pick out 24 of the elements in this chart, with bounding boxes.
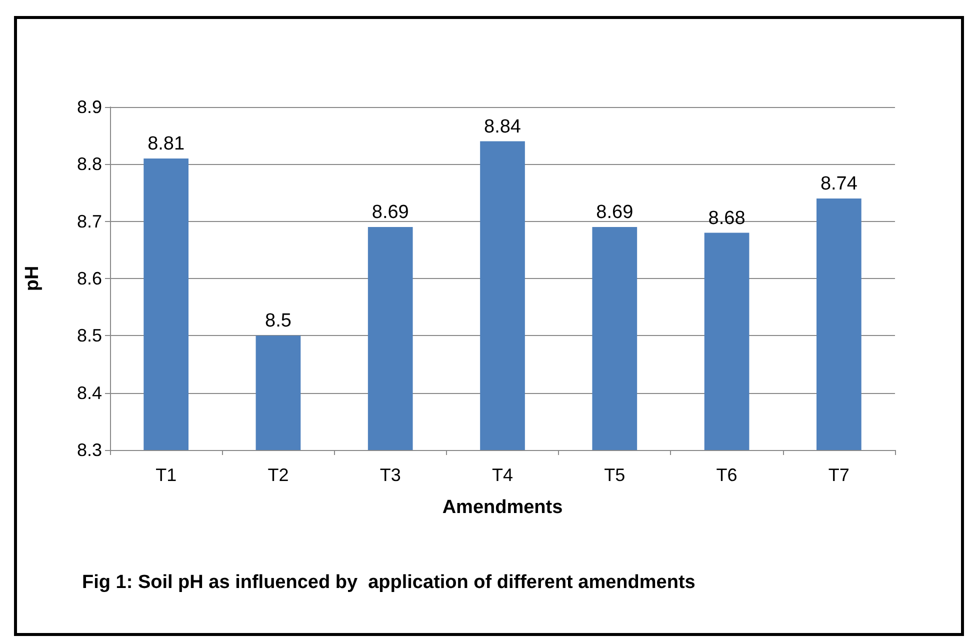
x-tick-label: T3 [380,465,401,485]
y-tick-label: 8.7 [76,211,102,232]
y-tick-label: 8.4 [76,382,102,403]
x-tick-label: T1 [156,465,177,485]
x-tick-label: T4 [492,465,514,485]
data-label: 8.74 [820,173,858,194]
data-label: 8.84 [484,116,522,138]
x-tick-label: T2 [268,465,289,485]
x-tick-label: T6 [716,465,738,485]
caption: Fig 1: Soil pH as influenced by application of different amendments [82,572,696,594]
y-tick-label: 8.8 [76,154,102,174]
y-tick-label: 8.9 [76,97,102,117]
data-label: 8.81 [148,133,185,154]
x-axis-title: Amendments [442,497,563,518]
data-label: 8.69 [372,202,409,224]
data-label: 8.5 [265,310,292,332]
y-tick-label: 8.6 [76,268,102,288]
y-axis-title: pH [22,266,43,292]
x-tick-label: T7 [828,465,850,485]
x-tick-label: T5 [604,465,626,485]
data-label: 8.68 [708,208,746,229]
y-tick-label: 8.5 [76,326,102,346]
data-label: 8.69 [596,202,634,224]
y-tick-label: 8.3 [76,440,102,460]
